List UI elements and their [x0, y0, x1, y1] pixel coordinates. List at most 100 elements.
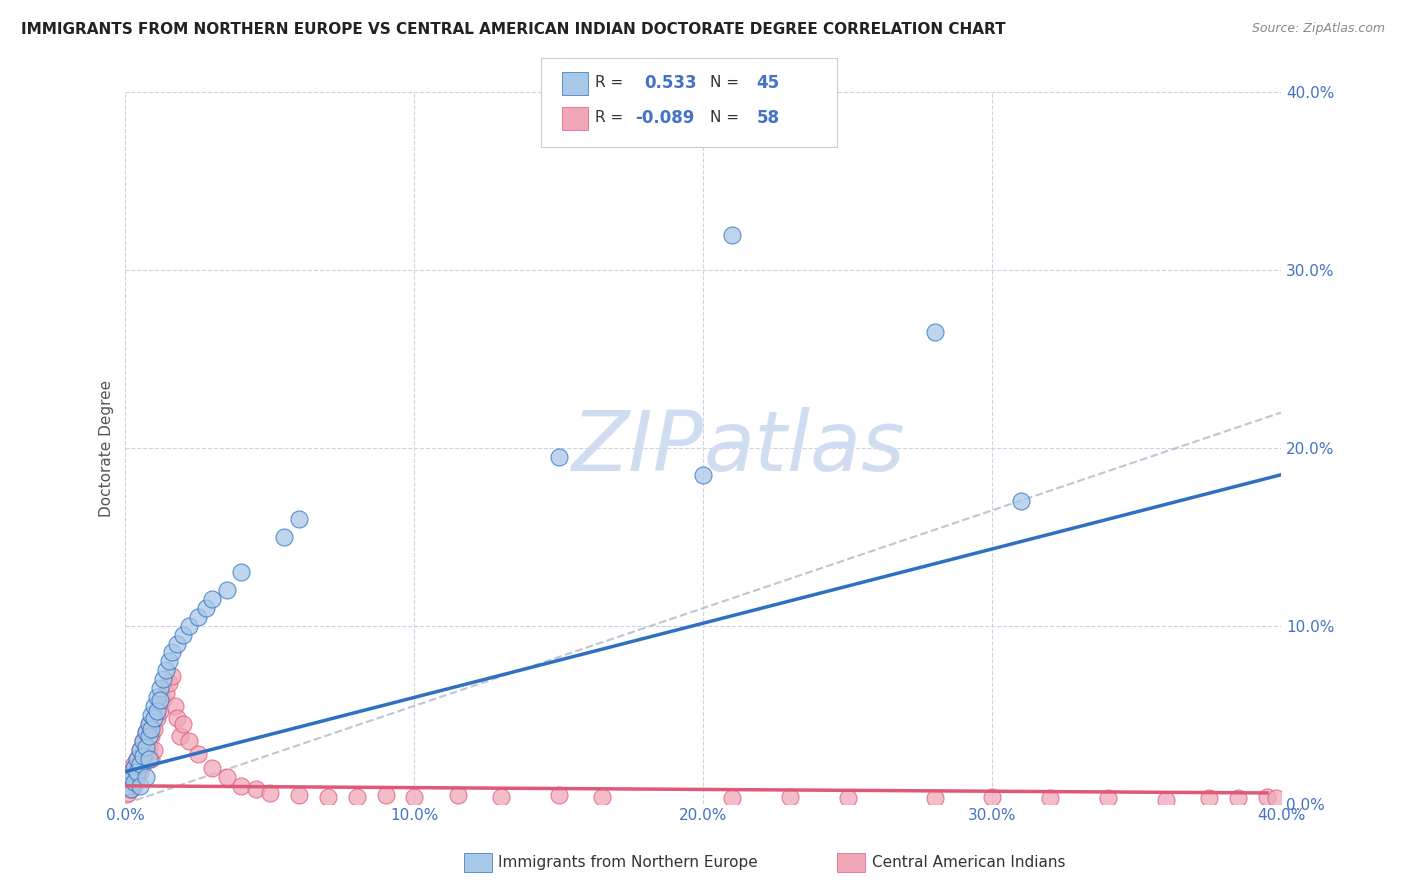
Point [122, 775, 145, 789]
Point [981, 789, 1004, 804]
Text: ZIP: ZIP [571, 408, 703, 489]
Point [117, 775, 139, 789]
Point [1039, 791, 1062, 805]
Text: atlas: atlas [703, 408, 905, 489]
Point [259, 786, 281, 800]
Text: N =: N = [710, 76, 740, 90]
Point [215, 583, 238, 598]
Point [143, 698, 166, 713]
Point [146, 690, 169, 704]
Point [149, 681, 172, 695]
Text: R =: R = [595, 76, 623, 90]
Point [229, 566, 252, 580]
Point [155, 686, 177, 700]
Point [143, 743, 166, 757]
Point [122, 757, 145, 772]
Point [120, 782, 142, 797]
Point [149, 693, 172, 707]
Point [201, 761, 224, 775]
Point [837, 791, 859, 805]
Text: R =: R = [595, 111, 623, 125]
Point [160, 645, 183, 659]
Point [1256, 789, 1278, 804]
Text: 0.533: 0.533 [644, 74, 696, 92]
Point [132, 734, 155, 748]
Point [215, 770, 238, 784]
Point [1097, 791, 1119, 805]
Point [187, 747, 209, 761]
Point [146, 711, 169, 725]
Point [138, 752, 160, 766]
Text: Immigrants from Northern Europe: Immigrants from Northern Europe [498, 855, 758, 870]
Point [117, 786, 139, 800]
Point [177, 619, 200, 633]
Point [117, 779, 139, 793]
Point [125, 770, 148, 784]
Point [166, 637, 188, 651]
Point [288, 512, 311, 526]
Point [132, 748, 155, 763]
Point [125, 752, 148, 766]
Point [129, 757, 152, 772]
Point [138, 716, 160, 731]
Point [141, 707, 163, 722]
Point [120, 764, 142, 779]
Point [229, 779, 252, 793]
Point [172, 628, 194, 642]
Point [288, 788, 311, 802]
Point [169, 729, 191, 743]
Point [141, 752, 163, 766]
Point [141, 729, 163, 743]
Point [177, 734, 200, 748]
Point [129, 779, 152, 793]
Point [135, 725, 157, 739]
Point [591, 789, 613, 804]
Text: IMMIGRANTS FROM NORTHERN EUROPE VS CENTRAL AMERICAN INDIAN DOCTORATE DEGREE CORR: IMMIGRANTS FROM NORTHERN EUROPE VS CENTR… [21, 22, 1005, 37]
Point [135, 739, 157, 754]
Point [1227, 791, 1250, 805]
Point [138, 739, 160, 754]
Point [316, 789, 339, 804]
Point [245, 782, 267, 797]
Point [152, 693, 174, 707]
Point [201, 592, 224, 607]
Point [143, 711, 166, 725]
Point [924, 791, 946, 805]
Point [157, 654, 180, 668]
Point [160, 668, 183, 682]
Point [166, 711, 188, 725]
Point [404, 789, 426, 804]
Text: -0.089: -0.089 [636, 109, 695, 127]
Y-axis label: Doctorate Degree: Doctorate Degree [100, 379, 114, 516]
Point [135, 770, 157, 784]
Point [120, 770, 142, 784]
Point [721, 791, 744, 805]
Point [924, 326, 946, 340]
Text: N =: N = [710, 111, 740, 125]
Point [157, 675, 180, 690]
Point [141, 722, 163, 736]
Text: 58: 58 [756, 109, 779, 127]
Point [779, 789, 801, 804]
Point [1154, 793, 1177, 807]
Point [138, 729, 160, 743]
Point [1198, 791, 1220, 805]
Point [548, 788, 571, 802]
Point [135, 725, 157, 739]
Text: Source: ZipAtlas.com: Source: ZipAtlas.com [1251, 22, 1385, 36]
Point [125, 752, 148, 766]
Point [692, 467, 714, 482]
Point [155, 663, 177, 677]
Point [138, 716, 160, 731]
Point [135, 747, 157, 761]
Point [132, 734, 155, 748]
Point [447, 788, 470, 802]
Point [146, 704, 169, 718]
Text: 45: 45 [756, 74, 779, 92]
Point [195, 601, 218, 615]
Point [489, 789, 512, 804]
Point [163, 698, 186, 713]
Point [172, 716, 194, 731]
Point [122, 779, 145, 793]
Point [122, 761, 145, 775]
